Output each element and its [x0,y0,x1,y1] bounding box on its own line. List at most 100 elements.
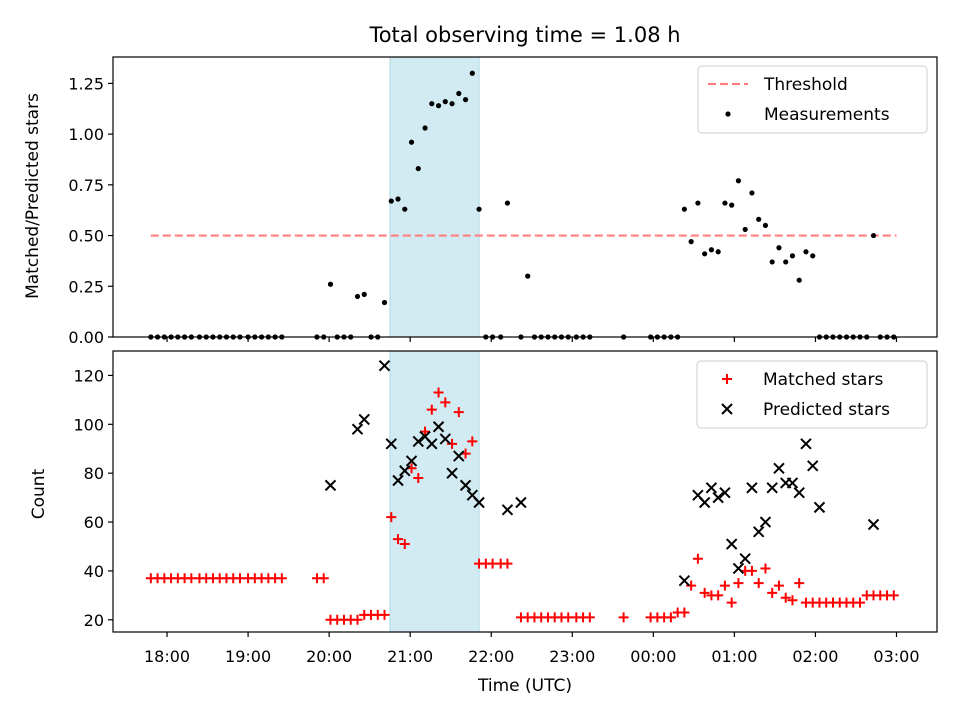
top-measurement-point [525,273,531,279]
predicted-star-point [378,359,391,372]
top-measurement-point [776,245,782,251]
matched-star-point [413,473,424,484]
top-measurement-point [462,97,469,103]
top-y-tick-label: 0.00 [68,328,104,347]
predicted-star-point [678,574,691,587]
matched-star-point [753,578,764,589]
top-axes-frame [112,56,938,338]
predicted-star-point [698,496,711,509]
top-measurement-point [442,99,448,105]
predicted-star-point [867,518,880,531]
plot-bottom: 20 40 60 80 100 120 18:00 19:00 20:00 21:00 22:00 2… [73,350,938,666]
predicted-star-point [439,433,452,445]
predicted-star-point [752,526,765,538]
predicted-star-point [793,487,805,499]
top-measurement-point [354,293,361,300]
bottom-y-tick-label: 40 [84,562,104,581]
x-tick-label: 23:00 [549,647,595,666]
top-measurement-point [449,101,455,107]
predicted-star-point [358,413,370,426]
top-measurement-point [429,101,435,107]
x-tick-label: 22:00 [468,647,514,666]
matched-star-point [440,397,451,408]
top-measurement-point [408,139,415,145]
top-legend-box [697,65,928,134]
matched-star-point [719,580,730,591]
predicted-star-point [392,474,404,487]
top-measurement-point [735,178,742,184]
top-measurement-point [796,277,802,283]
matched-star-point [584,612,595,623]
top-measurement-point [681,206,687,212]
predicted-star-point [515,496,527,509]
predicted-star-point [405,455,418,467]
bottom-y-tick-label: 20 [84,611,104,630]
top-measurement-point [810,253,816,259]
bottom-y-tick-label: 120 [73,366,104,385]
matched-star-point [318,573,329,584]
legend-label: Threshold [763,75,848,95]
predicted-star-point [807,460,819,472]
x-tick-label: 03:00 [873,647,919,666]
matched-star-point [679,607,690,618]
x-tick-label: 00:00 [630,647,676,666]
matched-star-point [726,597,737,608]
matched-star-point [746,565,757,576]
top-measurement-point [789,253,796,259]
legend-predicted-swatch [721,403,733,415]
top-measurement-point [762,222,769,229]
matched-star-point [665,612,676,623]
predicted-star-point [725,538,738,550]
top-measurement-point [361,291,367,297]
top-measurement-point [870,232,877,239]
matched-star-point [426,404,437,415]
bottom-legend: Matched stars Predicted stars [696,360,928,429]
top-measurement-point [803,249,809,255]
predicted-star-point [800,438,812,450]
x-tick-label: 20:00 [306,647,352,666]
bottom-legend-box [696,360,928,429]
predicted-star-point [412,435,424,448]
top-measurement-point [729,202,735,208]
matched-star-point [794,578,805,589]
matched-star-point [447,438,458,449]
top-measurement-point [688,239,694,245]
top-measurement-point [435,103,442,109]
x-tick-label: 01:00 [711,647,757,666]
matched-star-point [379,609,390,620]
predicted-star-point [324,479,337,492]
top-measurement-point [756,216,762,222]
top-measurement-point [702,251,708,257]
matched-star-point [760,563,771,574]
predicted-star-point [705,482,718,494]
top-measurement-point [476,206,482,212]
matched-star-point [420,426,431,437]
predicted-star-point [446,467,458,479]
top-measurement-point [456,90,462,97]
predicted-star-point [453,450,465,462]
matched-star-point [686,580,697,591]
top-measurement-point [327,281,334,287]
top-y-tick-label: 1.25 [68,74,104,93]
bottom-observing-window [389,350,480,633]
legend-matched-swatch [722,374,732,384]
x-tick-label: 18:00 [144,647,190,666]
matched-star-point [713,590,724,601]
predicted-star-point [712,491,724,504]
matched-star-point [386,512,397,523]
top-measurement-point [769,259,775,265]
matched-star-point [467,436,478,447]
predicted-star-point [746,482,758,494]
predicted-star-point [766,482,778,494]
predicted-star-point [732,562,745,575]
top-observing-window [389,56,480,338]
top-y-tick-label: 0.50 [68,227,104,246]
matched-star-point [767,587,778,598]
top-measurement-point [783,259,789,265]
predicted-star-point [786,477,799,489]
matched-star-point [773,580,784,591]
top-measurement-point [749,190,755,196]
legend-measurement-swatch [725,111,731,117]
matched-star-point [787,595,798,606]
